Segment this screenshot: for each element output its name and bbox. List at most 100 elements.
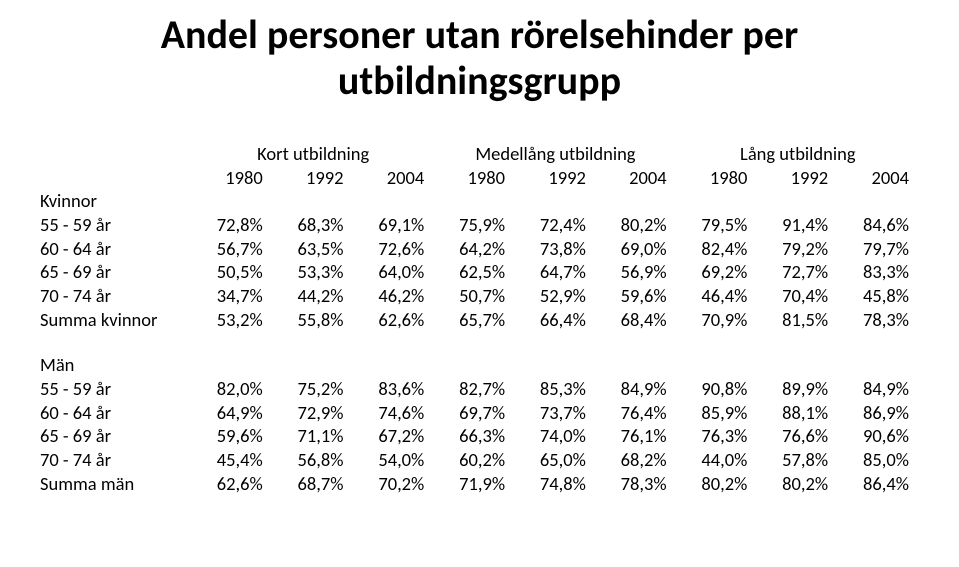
table-row: 60 - 64 år 56,7% 63,5% 72,6% 64,2% 73,8%…: [40, 237, 919, 261]
row-label: 60 - 64 år: [40, 401, 192, 425]
cell: 59,6%: [192, 424, 273, 448]
cell: 64,7%: [515, 260, 596, 284]
section-header-row: Kvinnor: [40, 189, 919, 213]
year-header: 1980: [192, 166, 273, 190]
cell: 79,7%: [838, 237, 919, 261]
cell: 69,1%: [354, 213, 435, 237]
cell: 83,6%: [354, 377, 435, 401]
cell: 85,9%: [677, 401, 758, 425]
cell: 46,4%: [677, 284, 758, 308]
cell: 68,3%: [273, 213, 354, 237]
year-header: 1980: [434, 166, 515, 190]
cell: 56,7%: [192, 237, 273, 261]
cell: 80,2%: [757, 472, 838, 496]
year-header: 2004: [838, 166, 919, 190]
page-title: Andel personer utan rörelsehinder per ut…: [40, 12, 919, 104]
row-label: Summa kvinnor: [40, 308, 192, 332]
cell: 70,2%: [354, 472, 435, 496]
cell: 70,9%: [677, 308, 758, 332]
cell: 84,9%: [596, 377, 677, 401]
cell: 78,3%: [596, 472, 677, 496]
cell: 64,9%: [192, 401, 273, 425]
row-label: 70 - 74 år: [40, 284, 192, 308]
cell: 66,3%: [434, 424, 515, 448]
section-header-row: Män: [40, 353, 919, 377]
cell: 45,8%: [838, 284, 919, 308]
cell: 69,0%: [596, 237, 677, 261]
cell: 72,6%: [354, 237, 435, 261]
row-label: 70 - 74 år: [40, 448, 192, 472]
cell: 64,2%: [434, 237, 515, 261]
cell: 80,2%: [677, 472, 758, 496]
cell: 53,2%: [192, 308, 273, 332]
cell: 76,1%: [596, 424, 677, 448]
cell: 56,8%: [273, 448, 354, 472]
cell: 65,0%: [515, 448, 596, 472]
cell: 89,9%: [757, 377, 838, 401]
cell: 63,5%: [273, 237, 354, 261]
cell: 65,7%: [434, 308, 515, 332]
title-line-2: utbildningsgrupp: [338, 56, 621, 105]
group-header: Lång utbildning: [677, 142, 919, 166]
cell: 62,6%: [192, 472, 273, 496]
cell: 56,9%: [596, 260, 677, 284]
cell: 46,2%: [354, 284, 435, 308]
row-label: 65 - 69 år: [40, 424, 192, 448]
cell: 76,4%: [596, 401, 677, 425]
cell: 57,8%: [757, 448, 838, 472]
cell: 67,2%: [354, 424, 435, 448]
group-header-row: Kort utbildning Medellång utbildning Lån…: [40, 142, 919, 166]
cell: 84,9%: [838, 377, 919, 401]
cell: 44,2%: [273, 284, 354, 308]
year-header: 2004: [354, 166, 435, 190]
table-row: Summa kvinnor 53,2% 55,8% 62,6% 65,7% 66…: [40, 308, 919, 332]
cell: 76,3%: [677, 424, 758, 448]
cell: 68,2%: [596, 448, 677, 472]
cell: 66,4%: [515, 308, 596, 332]
cell: 84,6%: [838, 213, 919, 237]
cell: 50,5%: [192, 260, 273, 284]
cell: 69,2%: [677, 260, 758, 284]
cell: 55,8%: [273, 308, 354, 332]
cell: 69,7%: [434, 401, 515, 425]
table-row: 70 - 74 år 34,7% 44,2% 46,2% 50,7% 52,9%…: [40, 284, 919, 308]
cell: 79,5%: [677, 213, 758, 237]
cell: 68,7%: [273, 472, 354, 496]
cell: 82,7%: [434, 377, 515, 401]
cell: 50,7%: [434, 284, 515, 308]
year-header: 1992: [515, 166, 596, 190]
cell: 90,8%: [677, 377, 758, 401]
cell: 75,9%: [434, 213, 515, 237]
data-table: Kort utbildning Medellång utbildning Lån…: [40, 142, 919, 495]
cell: 72,7%: [757, 260, 838, 284]
cell: 81,5%: [757, 308, 838, 332]
row-label: Summa män: [40, 472, 192, 496]
group-header: Medellång utbildning: [434, 142, 676, 166]
cell: 79,2%: [757, 237, 838, 261]
cell: 78,3%: [838, 308, 919, 332]
cell: 60,2%: [434, 448, 515, 472]
table-row: 55 - 59 år 72,8% 68,3% 69,1% 75,9% 72,4%…: [40, 213, 919, 237]
cell: 53,3%: [273, 260, 354, 284]
cell: 70,4%: [757, 284, 838, 308]
cell: 72,8%: [192, 213, 273, 237]
cell: 82,0%: [192, 377, 273, 401]
cell: 85,3%: [515, 377, 596, 401]
section-header: Kvinnor: [40, 189, 192, 213]
cell: 73,8%: [515, 237, 596, 261]
cell: 34,7%: [192, 284, 273, 308]
cell: 62,5%: [434, 260, 515, 284]
cell: 86,4%: [838, 472, 919, 496]
row-label: 55 - 59 år: [40, 213, 192, 237]
year-header: 1992: [273, 166, 354, 190]
cell: 83,3%: [838, 260, 919, 284]
cell: 64,0%: [354, 260, 435, 284]
cell: 71,1%: [273, 424, 354, 448]
table-row: 70 - 74 år 45,4% 56,8% 54,0% 60,2% 65,0%…: [40, 448, 919, 472]
cell: 75,2%: [273, 377, 354, 401]
title-line-1: Andel personer utan rörelsehinder per: [161, 10, 799, 59]
cell: 88,1%: [757, 401, 838, 425]
cell: 76,6%: [757, 424, 838, 448]
row-label: 60 - 64 år: [40, 237, 192, 261]
cell: 72,9%: [273, 401, 354, 425]
